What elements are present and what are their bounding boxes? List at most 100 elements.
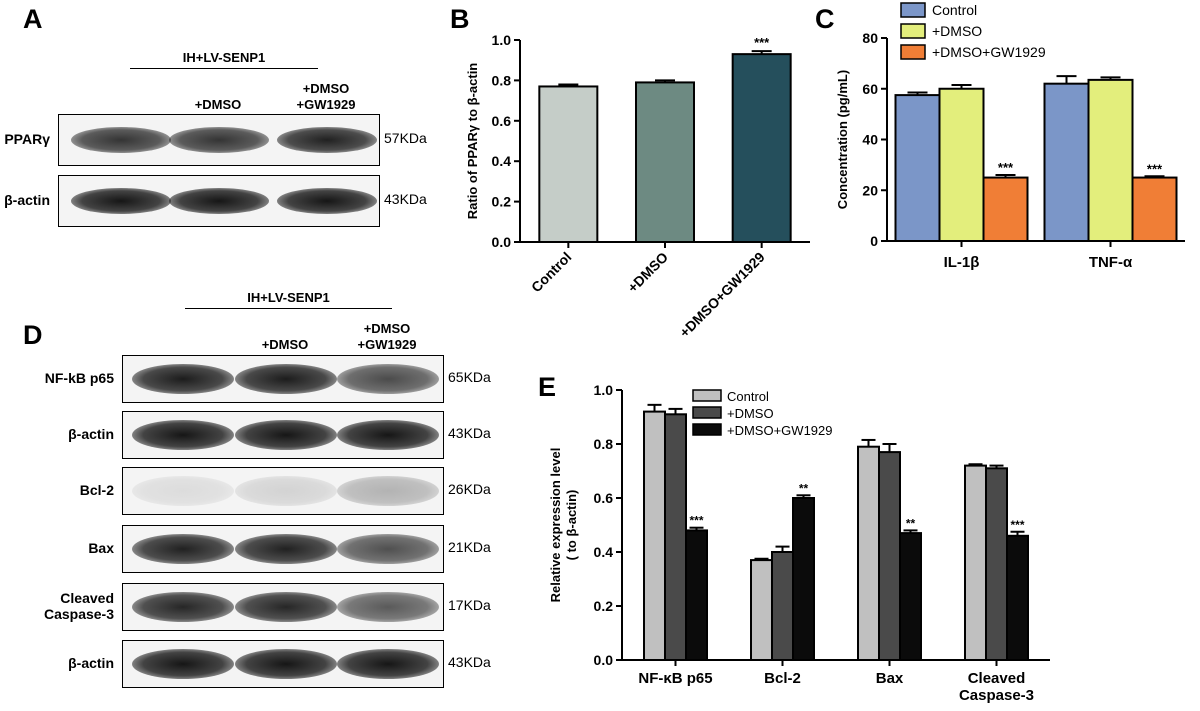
y-tick-label: 0.2 bbox=[492, 194, 512, 210]
y-tick-label: 0.6 bbox=[492, 113, 512, 129]
blot-band bbox=[169, 127, 269, 153]
legend-label: +DMSO+GW1929 bbox=[932, 44, 1046, 60]
significance-label: *** bbox=[689, 514, 703, 528]
y-tick-label: 0 bbox=[870, 233, 878, 249]
blot-band bbox=[169, 188, 269, 214]
bar bbox=[1131, 176, 1178, 242]
bar bbox=[731, 53, 792, 243]
molecular-weight-label: 21KDa bbox=[448, 539, 491, 555]
blot-band bbox=[235, 534, 337, 564]
panel-letter-e: E bbox=[538, 372, 557, 402]
bar bbox=[664, 413, 687, 661]
y-tick-label: 0.0 bbox=[594, 652, 614, 668]
blot-strip bbox=[122, 583, 444, 631]
blot-band bbox=[337, 592, 439, 622]
y-tick-label: 0.8 bbox=[594, 436, 614, 452]
legend-label: Control bbox=[727, 389, 769, 404]
bar bbox=[1087, 78, 1134, 243]
molecular-weight-label: 57KDa bbox=[384, 130, 427, 146]
bar bbox=[899, 532, 922, 662]
x-tick-label: Cleaved Caspase-3 bbox=[959, 670, 1034, 704]
bar bbox=[771, 551, 794, 661]
x-tick-label: TNF-α bbox=[1089, 254, 1133, 271]
legend-label: Control bbox=[932, 2, 977, 18]
protein-label: β-actin bbox=[4, 192, 50, 208]
x-tick-label: +DMSO+GW1929 bbox=[676, 249, 768, 341]
blot-band bbox=[235, 420, 337, 450]
y-tick-label: 0.2 bbox=[594, 598, 614, 614]
blot-strip bbox=[122, 525, 444, 573]
legend-swatch bbox=[692, 423, 722, 436]
legend-label: +DMSO bbox=[727, 406, 774, 421]
bar bbox=[857, 445, 880, 661]
x-tick-label: Bax bbox=[876, 670, 904, 687]
y-tick-label: 20 bbox=[862, 182, 878, 198]
protein-label: Bax bbox=[88, 540, 114, 556]
panel-letter-b: B bbox=[450, 4, 470, 34]
blot-band bbox=[132, 592, 234, 622]
bar bbox=[964, 464, 987, 661]
bar bbox=[685, 529, 708, 661]
blot-strip bbox=[122, 467, 444, 515]
panel-letter-c: C bbox=[815, 4, 835, 34]
significance-label: *** bbox=[1147, 161, 1163, 176]
group-label: IH+LV-SENP1 bbox=[247, 290, 330, 305]
bar-chart-e: 0.0 0.2 0.4 0.6 0.8 1.0 Relative expression le… bbox=[548, 382, 1050, 704]
blot-band bbox=[132, 476, 234, 506]
y-axis-label: Relative expression level( to β-actin) bbox=[548, 448, 579, 603]
blot-strip bbox=[122, 640, 444, 688]
x-tick-label: IL-1β bbox=[944, 254, 980, 271]
blot-strip bbox=[58, 175, 380, 227]
bar-chart-b: 0.0 0.2 0.4 0.6 0.8 1.0 Ratio of PPARγ to β-ac… bbox=[465, 32, 810, 341]
y-tick-label: 0.4 bbox=[594, 544, 614, 560]
bar bbox=[982, 176, 1029, 242]
y-tick-label: 40 bbox=[862, 132, 878, 148]
blot-strip bbox=[58, 114, 380, 166]
blot-strip bbox=[122, 355, 444, 403]
legend-label: +DMSO+GW1929 bbox=[727, 423, 833, 438]
y-tick-label: 80 bbox=[862, 30, 878, 46]
protein-label: PPARγ bbox=[4, 131, 50, 147]
y-tick-label: 1.0 bbox=[492, 32, 512, 48]
bar bbox=[894, 94, 941, 242]
group-bracket-line bbox=[185, 308, 392, 309]
x-tick-label: +DMSO bbox=[624, 249, 671, 296]
panel-letter-d: D bbox=[23, 320, 43, 350]
legend-label: +DMSO bbox=[932, 23, 982, 39]
y-tick-label: 60 bbox=[862, 81, 878, 97]
blot-band bbox=[132, 364, 234, 394]
bar bbox=[1006, 534, 1029, 661]
blot-band bbox=[277, 188, 377, 214]
blot-band bbox=[235, 364, 337, 394]
bar bbox=[792, 497, 815, 661]
molecular-weight-label: 26KDa bbox=[448, 481, 491, 497]
lane-label: +DMSO bbox=[194, 97, 242, 112]
lane-label: +DMSO bbox=[261, 337, 309, 352]
blot-band bbox=[337, 420, 439, 450]
y-axis-label: Ratio of PPARγ to β-actin bbox=[465, 63, 480, 220]
x-tick-label: Control bbox=[528, 249, 575, 296]
bar bbox=[750, 559, 773, 662]
significance-label: ** bbox=[906, 516, 916, 530]
bar bbox=[1043, 82, 1090, 242]
molecular-weight-label: 43KDa bbox=[384, 191, 427, 207]
legend-swatch bbox=[900, 2, 926, 18]
significance-label: ** bbox=[799, 481, 809, 495]
blot-band bbox=[235, 592, 337, 622]
protein-label: Cleaved Caspase-3 bbox=[43, 590, 114, 622]
panel-letter-a: A bbox=[23, 4, 43, 34]
bar bbox=[538, 85, 599, 243]
bar bbox=[985, 467, 1008, 661]
y-axis-label: Concentration (pg/mL) bbox=[835, 70, 850, 209]
legend-swatch bbox=[900, 44, 926, 60]
blot-band bbox=[337, 364, 439, 394]
protein-label: Bcl-2 bbox=[79, 482, 114, 498]
lane-label: +DMSO +GW1929 bbox=[357, 321, 417, 352]
blot-band bbox=[132, 420, 234, 450]
group-label: IH+LV-SENP1 bbox=[182, 50, 266, 65]
lane-label: +DMSO +GW1929 bbox=[296, 81, 356, 112]
blot-band bbox=[277, 127, 377, 153]
bar bbox=[643, 410, 666, 661]
y-tick-label: 0.4 bbox=[492, 153, 512, 169]
significance-label: *** bbox=[1010, 518, 1024, 532]
